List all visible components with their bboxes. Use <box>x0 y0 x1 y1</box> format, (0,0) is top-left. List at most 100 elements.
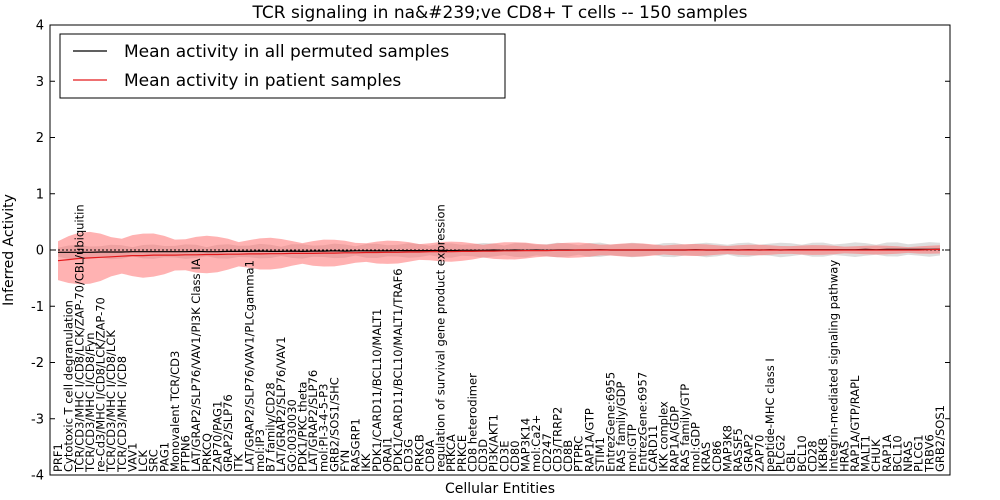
category-label: Cytotoxic T cell degranulation <box>62 300 76 472</box>
category-label: mol:GDP <box>689 422 703 472</box>
legend-label-patient: Mean activity in patient samples <box>124 71 401 91</box>
category-label: LCK <box>136 450 150 472</box>
category-label: PDK1/CARD11/BCL10/MALT1 <box>370 309 384 472</box>
category-label: CD80 <box>508 440 522 472</box>
category-label: BCL10 <box>890 435 904 472</box>
y-tick-label: 1 <box>36 187 44 202</box>
category-label: NRAS <box>901 441 915 472</box>
series-line-patient <box>57 248 941 262</box>
category-label: CD86 <box>710 440 724 472</box>
category-label: GRAP2/SLP76 <box>221 394 235 472</box>
category-label: PI3K/AKT1 <box>487 414 501 472</box>
category-label: MAP3K8 <box>720 425 734 472</box>
y-axis: -4 -3 -2 -1 0 1 2 3 4 <box>31 19 950 484</box>
legend: Mean activity in all permuted samples Me… <box>59 33 506 99</box>
category-label: mol:Ca2+ <box>529 415 543 472</box>
category-label: Monovalent TCR/CD3 <box>168 351 182 472</box>
category-label: EntrezGene:6957 <box>635 372 649 472</box>
category-label: VAV1 <box>125 443 139 472</box>
x-axis-label: Cellular Entities <box>445 481 555 497</box>
category-label: PLCG1 <box>912 434 926 472</box>
category-label: CD247 <box>540 433 554 472</box>
category-label: IKBKB <box>816 438 830 472</box>
category-label: B7 family/CD28 <box>264 382 278 472</box>
category-label: IKK <box>359 453 373 472</box>
category-label: PRKCB <box>412 434 426 472</box>
category-label: CBL <box>784 449 798 472</box>
y-tick-label: -4 <box>31 469 44 484</box>
category-label: TCR/CD3/MHC I/CD8/LCK/ZAP-70/CBL/ubiquit… <box>72 204 86 473</box>
category-label: PTPRC <box>572 436 586 472</box>
y-axis-label: Inferred Activity <box>1 194 17 306</box>
category-label: ORAI1 <box>380 437 394 472</box>
category-label: CD3E <box>497 441 511 472</box>
category-label: SRC <box>147 449 161 472</box>
category-label: RAS family/GDP <box>614 382 628 472</box>
y-tick-label: 2 <box>36 131 44 146</box>
category-label: GRAP2 <box>742 433 756 472</box>
category-label: PRKCQ <box>200 433 214 472</box>
category-label: MALT1 <box>859 435 873 472</box>
category-label: IKK complex <box>657 401 671 472</box>
category-label: STIM1 <box>593 437 607 472</box>
y-tick-label: 0 <box>36 244 44 259</box>
y-tick-label: -3 <box>31 412 44 427</box>
category-label: RAP1A/GDP <box>667 406 681 472</box>
category-label: LAT/GRAP2/SLP76/VAV1/PLCgamma1 <box>242 260 256 472</box>
category-label: TCR/CD3/MHC I/CD8 <box>115 356 129 473</box>
patient-band <box>58 231 940 285</box>
category-label: ZAP70 <box>752 435 766 472</box>
category-label: PRF1 <box>51 443 65 472</box>
category-label: GRB2/SOS1 <box>933 405 947 472</box>
category-label: MAP3K14 <box>519 418 533 472</box>
category-label: peptide-MHC class I <box>763 358 777 472</box>
category-label: PRKCE <box>455 435 469 472</box>
y-tick-label: 3 <box>36 75 44 90</box>
category-label: TCR/CD3/MHC I/CD8/Fyn <box>83 332 97 473</box>
chart-title: TCR signaling in na&#239;ve CD8+ T cells… <box>251 3 747 23</box>
category-label: RAP1A/GTP <box>582 408 596 472</box>
category-label: mol:IP3 <box>253 429 267 472</box>
category-label: PTPN6 <box>179 435 193 472</box>
legend-label-permuted: Mean activity in all permuted samples <box>124 42 449 62</box>
category-label: TRBV6 <box>922 434 936 473</box>
category-label: RAP1A/GTP/RAPL <box>848 375 862 472</box>
category-label: BCL10 <box>795 435 809 472</box>
category-label: CD8A <box>423 440 437 472</box>
category-label: PDK1/PKC theta <box>295 382 309 472</box>
category-label: CD3/TRRP2 <box>550 407 564 472</box>
y-tick-label: 4 <box>36 19 44 34</box>
series-lines <box>57 248 941 262</box>
category-label: mol:PI-3-4-5-P3 <box>317 384 331 472</box>
category-label: ZAP70/PAG1 <box>210 401 224 472</box>
category-label: EntrezGene:6955 <box>604 372 618 472</box>
category-label: RASGRP1 <box>349 418 363 472</box>
category-label: CARD11 <box>646 425 660 472</box>
y-tick-label: -1 <box>31 300 44 315</box>
category-label: regulation of survival gene product expr… <box>434 204 448 472</box>
category-label: LAT/GRAP2/SLP76/VAV1/PI3K Class IA <box>189 258 203 472</box>
category-label: PLCG2 <box>774 434 788 472</box>
category-label: ITK <box>232 454 246 472</box>
category-label: PDK1/CARD11/BCL10/MALT1/TRAF6 <box>391 268 405 472</box>
category-label: mol:GTP <box>625 424 639 472</box>
category-label: Integrin-mediated signaling pathway <box>827 260 841 472</box>
category-label: PAG1 <box>157 442 171 472</box>
category-label: RASSF5 <box>731 428 745 472</box>
category-label: KRAS <box>699 442 713 472</box>
category-label: CD3G <box>402 439 416 472</box>
category-label: CD8 heterodimer <box>465 373 479 472</box>
category-label: HRAS <box>837 441 851 472</box>
category-label: GRB2/SOS1/SHC <box>327 377 341 472</box>
y-tick-label: -2 <box>31 356 44 371</box>
category-label: CD3D <box>476 439 490 472</box>
category-label: GO:0030030 <box>285 399 299 472</box>
category-label: TCR/CD3/MHC I/CD8/LCK <box>104 330 118 473</box>
category-label: RAP1A <box>880 434 894 472</box>
category-label: PRKCA <box>444 434 458 472</box>
category-label: LAT/GRAP2/SLP76/VAV1 <box>274 336 288 472</box>
category-label: CHUK <box>869 439 883 472</box>
legend-box <box>59 33 506 99</box>
